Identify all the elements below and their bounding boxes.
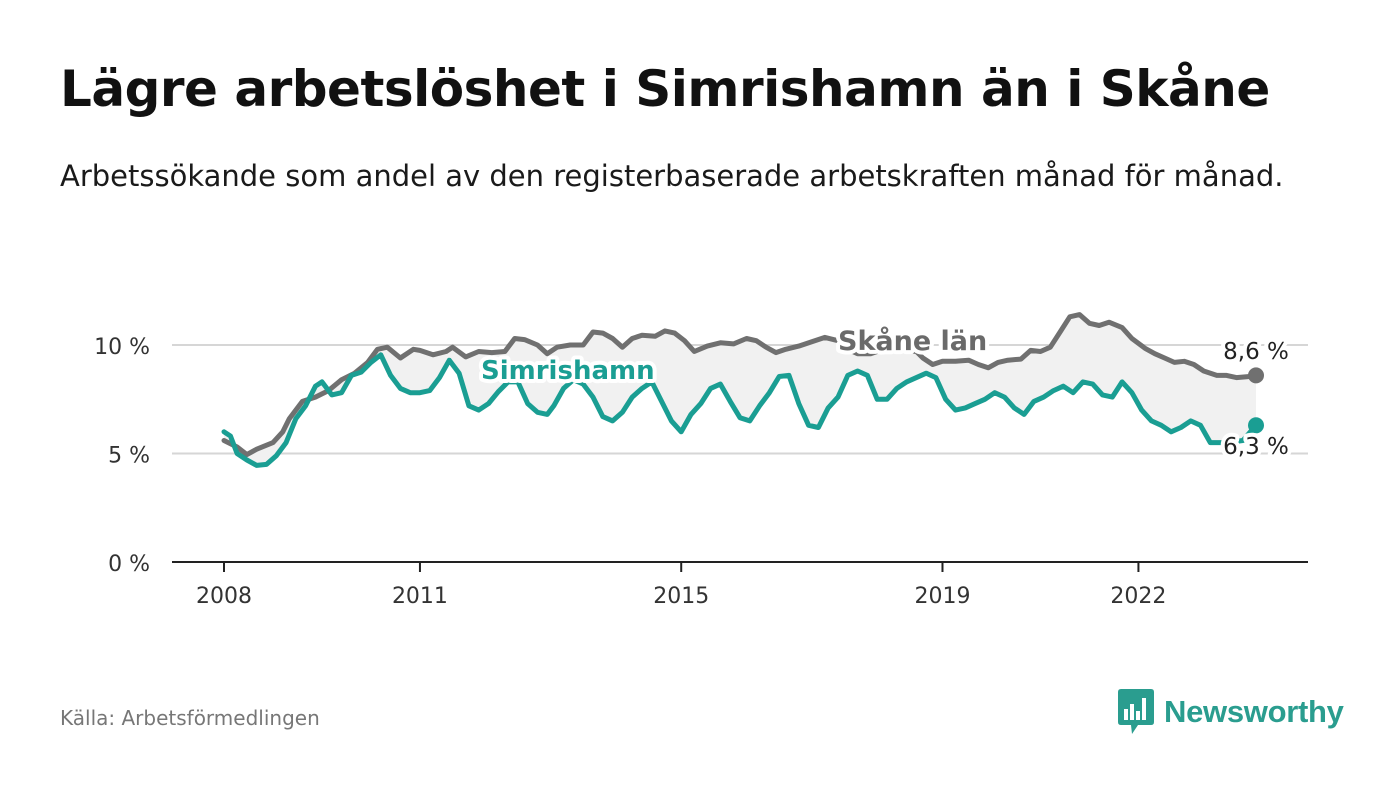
source-note: Källa: Arbetsförmedlingen (60, 706, 320, 730)
series-label-simrishamn: Simrishamn (481, 356, 655, 386)
x-tick-label: 2019 (914, 584, 970, 609)
series-label-skane-halo: Skåne län (838, 325, 987, 357)
x-tick-label: 2011 (392, 584, 448, 609)
chart-title: Lägre arbetslöshet i Simrishamn än i Skå… (60, 60, 1270, 118)
series-line-simrishamn (221, 352, 1259, 468)
brand-name: Newsworthy (1164, 694, 1344, 729)
end-dot-simrishamn (1248, 417, 1264, 434)
series-line-skane (221, 312, 1259, 458)
end-label-simrishamn: 6,3 % (1223, 434, 1289, 460)
series-label-skane: Skåne län (838, 325, 987, 357)
end-label-skane: 8,6 % (1223, 339, 1289, 365)
end-label-skane-halo: 8,6 % (1223, 339, 1289, 365)
series-label-simrishamn-halo: Simrishamn (481, 356, 655, 386)
end-label-simrishamn-halo: 6,3 % (1223, 434, 1289, 460)
y-tick-label: 5 % (108, 444, 150, 469)
y-tick-label: 0 % (108, 552, 150, 577)
chart-subtitle: Arbetssökande som andel av den registerb… (60, 159, 1284, 193)
x-tick-label: 2022 (1110, 584, 1166, 609)
y-tick-label: 10 % (94, 335, 150, 360)
end-dot-skane (1248, 367, 1264, 384)
x-tick-label: 2015 (653, 584, 709, 609)
bar-chart-speech-bubble-icon (1118, 689, 1154, 734)
newsworthy-logo[interactable]: Newsworthy (1118, 688, 1344, 736)
x-tick-label: 2008 (196, 584, 252, 609)
